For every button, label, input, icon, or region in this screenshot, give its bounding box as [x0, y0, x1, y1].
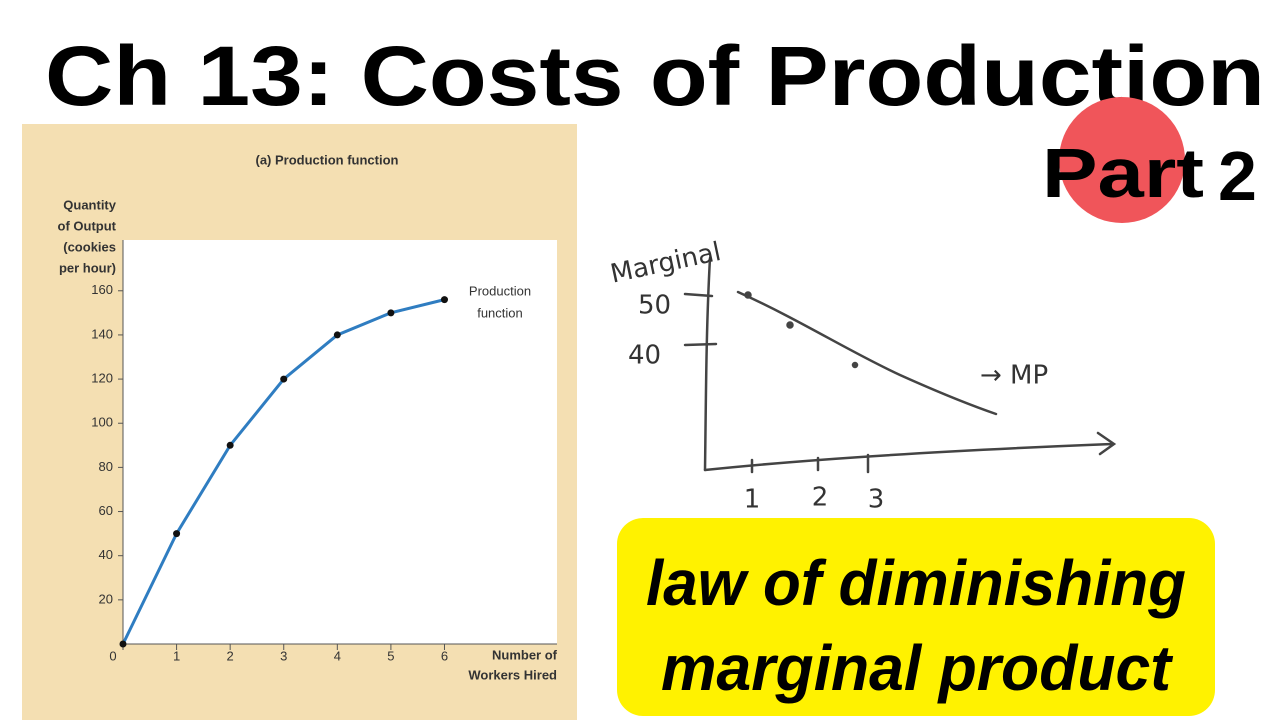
sketch-x-tick: 1 [744, 485, 761, 515]
y-tick-label: 80 [99, 459, 113, 474]
y-axis-label: of Output [58, 218, 117, 233]
data-point [280, 375, 288, 383]
y-tick-label: 140 [91, 326, 113, 341]
sketch-y-tick: 50 [638, 291, 671, 321]
y-tick-label: 100 [91, 415, 113, 430]
badge [1059, 97, 1185, 223]
sketch-curve [736, 290, 998, 416]
x-tick-label: 0 [109, 648, 116, 663]
data-point [173, 530, 181, 538]
y-axis-label: (cookies [63, 239, 116, 254]
data-point [387, 309, 395, 317]
sketch-x-tick: 2 [812, 483, 829, 513]
x-tick-label: 4 [334, 648, 341, 663]
sketch-y-tick: 40 [628, 341, 661, 371]
banner-line: marginal product [661, 632, 1174, 704]
sketch-point [744, 291, 752, 299]
x-axis-label: Workers Hired [468, 667, 557, 682]
banner [617, 518, 1215, 716]
y-axis-label: per hour) [59, 260, 116, 275]
sketch-axis [703, 256, 712, 472]
plot: 20 40 60 80 100 120 140 160 0 1 2 3 4 5 6 [91, 282, 448, 663]
x-tick-label: 3 [280, 648, 287, 663]
part-label: Part [1042, 134, 1204, 212]
y-axis-label: Quantity [63, 197, 116, 212]
annotation: function [477, 305, 523, 320]
x-axis-label: Number of [492, 647, 558, 662]
sketch-point [851, 361, 859, 369]
sketch-x-tick: 3 [868, 485, 885, 515]
x-tick-label: 2 [227, 648, 234, 663]
sketch [683, 256, 1117, 474]
x-tick-label: 1 [173, 648, 180, 663]
data-point [226, 441, 234, 449]
plot-area [123, 240, 557, 644]
y-tick-label: 120 [91, 371, 113, 386]
y-tick-label: 20 [99, 591, 113, 606]
sketch-ticks [683, 292, 870, 474]
data-point [333, 331, 341, 339]
banner-line: law of diminishing [646, 547, 1186, 619]
y-tick-label: 60 [99, 503, 113, 518]
x-tick-label: 6 [441, 648, 448, 663]
x-tick-label: 5 [387, 648, 394, 663]
data-point [440, 296, 448, 304]
sketch-point [786, 321, 794, 329]
y-tick-label: 40 [99, 547, 113, 562]
page-title: Ch 13: Costs of Production [45, 29, 1265, 123]
part-number: 2 [1218, 137, 1257, 215]
annotation: Production [469, 283, 531, 298]
chart-title: (a) Production function [256, 152, 399, 167]
y-tick-label: 160 [91, 282, 113, 297]
data-point [119, 640, 127, 648]
sketch-series-label: → MP [980, 361, 1048, 391]
